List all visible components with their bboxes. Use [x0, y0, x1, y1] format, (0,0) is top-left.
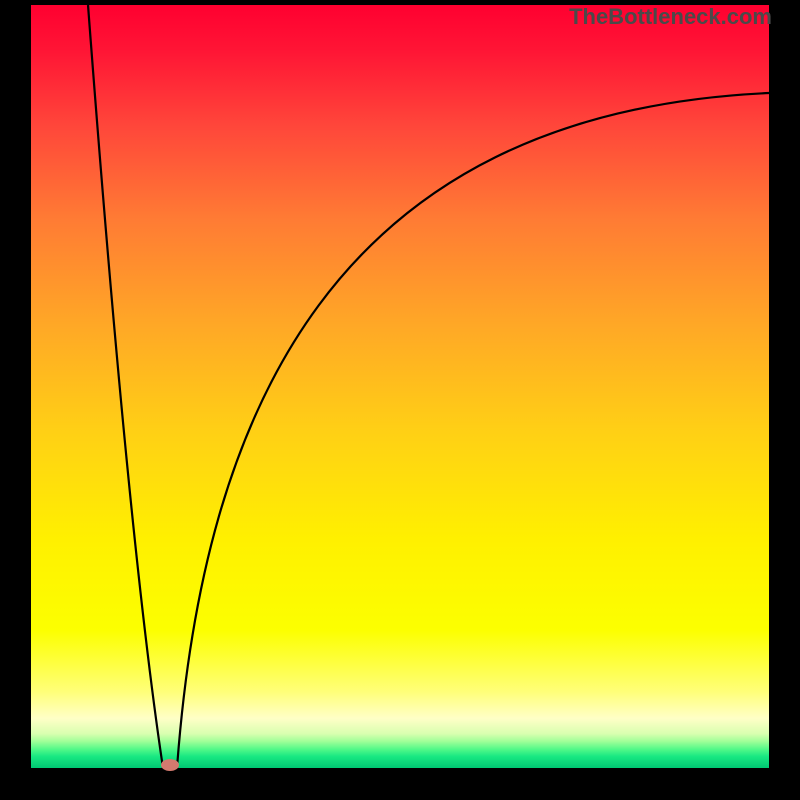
- figure-canvas: TheBottleneck.com: [0, 0, 800, 800]
- curve-left-branch: [88, 5, 163, 768]
- plot-area: [31, 5, 769, 768]
- minimum-marker: [161, 759, 179, 771]
- curve-right-branch: [177, 93, 769, 768]
- watermark-text: TheBottleneck.com: [569, 4, 772, 30]
- curve-layer: [31, 5, 769, 768]
